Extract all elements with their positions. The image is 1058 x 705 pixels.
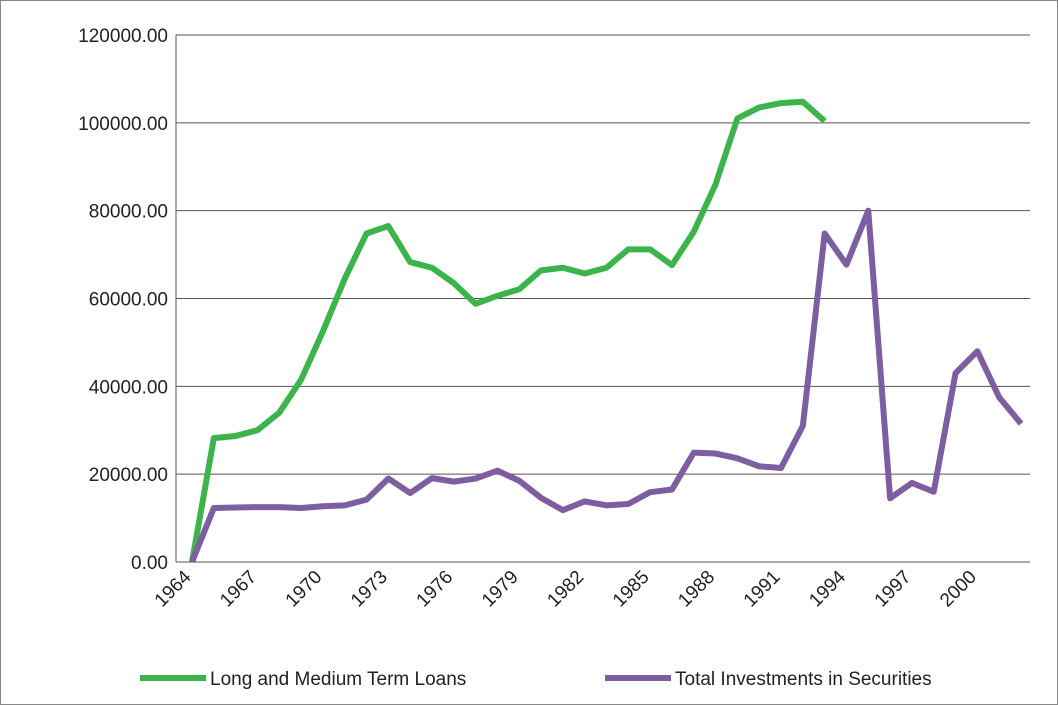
y-tick-label: 60000.00 [89, 290, 168, 311]
y-tick-label: 40000.00 [89, 377, 168, 398]
legend-label: Total Investments in Securities [675, 669, 932, 690]
y-tick-label: 20000.00 [89, 465, 168, 486]
y-tick-label: 0.00 [131, 553, 168, 574]
y-tick-label: 120000.00 [78, 26, 168, 47]
y-tick-label: 100000.00 [78, 114, 168, 135]
y-tick-label: 80000.00 [89, 202, 168, 223]
series-line [189, 207, 1024, 564]
legend-label: Long and Medium Term Loans [210, 669, 466, 690]
series-line [189, 98, 827, 563]
